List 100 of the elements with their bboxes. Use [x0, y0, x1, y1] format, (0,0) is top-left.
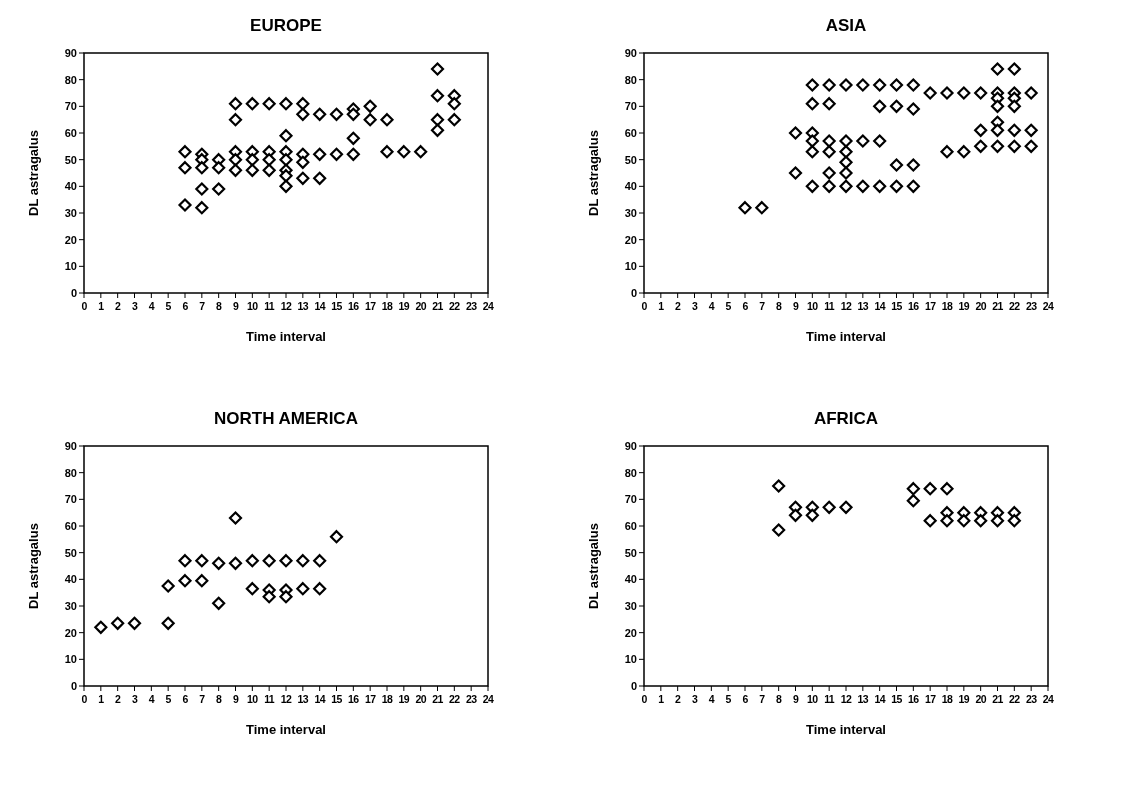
x-tick-label: 6 [742, 300, 749, 312]
x-tick-label: 24 [1042, 300, 1054, 312]
y-tick-label: 60 [624, 519, 637, 532]
x-tick-label: 21 [992, 693, 1004, 705]
x-tick-label: 23 [465, 300, 478, 312]
y-tick-label: 90 [64, 46, 77, 59]
x-tick-label: 17 [364, 300, 377, 312]
y-tick-label: 50 [64, 153, 77, 166]
x-tick-label: 10 [807, 693, 819, 705]
x-tick-label: 5 [165, 300, 172, 312]
y-tick-label: 70 [64, 100, 77, 113]
y-tick-label: 20 [64, 233, 77, 246]
x-tick-label: 11 [264, 300, 275, 312]
y-tick-label: 50 [64, 546, 77, 559]
x-tick-label: 1 [658, 300, 665, 312]
x-tick-label: 15 [331, 300, 343, 312]
x-tick-label: 6 [182, 693, 189, 705]
x-tick-label: 18 [381, 693, 393, 705]
x-tick-label: 9 [232, 693, 239, 705]
x-tick-label: 24 [1042, 693, 1054, 705]
x-tick-label: 4 [708, 300, 715, 312]
y-tick-label: 40 [64, 573, 77, 586]
x-axis-title: Time interval [806, 329, 886, 344]
y-axis-title: DL astragalus [26, 523, 41, 609]
x-tick-label: 16 [348, 693, 360, 705]
y-tick-label: 30 [64, 599, 77, 612]
x-axis-title: Time interval [806, 722, 886, 737]
x-tick-label: 4 [708, 693, 715, 705]
x-tick-label: 0 [81, 693, 88, 705]
y-tick-label: 20 [624, 233, 637, 246]
x-tick-label: 20 [975, 693, 987, 705]
x-tick-label: 16 [908, 300, 920, 312]
y-tick-label: 70 [64, 493, 77, 506]
x-tick-label: 13 [297, 693, 309, 705]
x-tick-label: 2 [675, 300, 682, 312]
x-tick-label: 12 [280, 693, 292, 705]
y-tick-label: 0 [630, 679, 637, 692]
y-tick-label: 0 [630, 286, 637, 299]
y-tick-label: 90 [64, 439, 77, 452]
x-tick-label: 6 [742, 693, 749, 705]
y-axis-title: DL astragalus [586, 130, 601, 216]
y-tick-label: 40 [64, 180, 77, 193]
x-tick-label: 5 [725, 693, 732, 705]
x-tick-label: 22 [1009, 300, 1021, 312]
y-tick-label: 40 [624, 573, 637, 586]
x-tick-label: 8 [216, 693, 223, 705]
chart-title: AFRICA [813, 409, 879, 428]
y-tick-label: 50 [624, 153, 637, 166]
chart-title: NORTH AMERICA [214, 409, 358, 428]
y-tick-label: 30 [624, 206, 637, 219]
x-tick-label: 5 [165, 693, 172, 705]
y-tick-label: 90 [624, 439, 637, 452]
x-tick-label: 6 [182, 300, 189, 312]
x-tick-label: 5 [725, 300, 732, 312]
y-tick-label: 0 [70, 286, 77, 299]
x-tick-label: 19 [958, 300, 970, 312]
x-tick-label: 19 [398, 300, 410, 312]
y-tick-label: 10 [624, 260, 637, 273]
x-tick-label: 3 [691, 300, 698, 312]
x-tick-label: 12 [840, 693, 852, 705]
x-tick-label: 8 [776, 300, 783, 312]
x-tick-label: 15 [891, 300, 903, 312]
x-tick-label: 22 [1009, 693, 1021, 705]
y-tick-label: 80 [64, 73, 77, 86]
x-tick-label: 14 [314, 693, 326, 705]
x-tick-label: 12 [280, 300, 292, 312]
x-tick-label: 3 [691, 693, 698, 705]
chart-title: EUROPE [250, 16, 322, 35]
x-tick-label: 13 [857, 693, 869, 705]
x-tick-label: 17 [924, 300, 937, 312]
x-tick-label: 11 [264, 693, 275, 705]
x-tick-label: 20 [415, 300, 427, 312]
y-tick-label: 60 [64, 126, 77, 139]
x-tick-label: 17 [924, 693, 937, 705]
y-tick-label: 60 [64, 519, 77, 532]
x-tick-label: 23 [1025, 300, 1038, 312]
x-tick-label: 14 [874, 300, 886, 312]
y-tick-label: 70 [624, 493, 637, 506]
x-tick-label: 7 [759, 300, 766, 312]
x-tick-label: 22 [449, 693, 461, 705]
x-tick-label: 12 [840, 300, 852, 312]
x-tick-label: 21 [432, 300, 444, 312]
y-tick-label: 80 [624, 73, 637, 86]
x-tick-label: 24 [482, 693, 494, 705]
y-tick-label: 90 [624, 46, 637, 59]
x-tick-label: 1 [98, 693, 105, 705]
x-tick-label: 15 [331, 693, 343, 705]
x-tick-label: 20 [975, 300, 987, 312]
x-tick-label: 9 [232, 300, 239, 312]
x-tick-label: 1 [658, 693, 665, 705]
y-tick-label: 30 [64, 206, 77, 219]
x-tick-label: 23 [465, 693, 478, 705]
x-tick-label: 4 [148, 693, 155, 705]
x-tick-label: 8 [776, 693, 783, 705]
y-tick-label: 10 [624, 653, 637, 666]
x-tick-label: 16 [348, 300, 360, 312]
x-tick-label: 19 [958, 693, 970, 705]
x-tick-label: 14 [314, 300, 326, 312]
x-axis-title: Time interval [246, 329, 326, 344]
x-tick-label: 8 [216, 300, 223, 312]
